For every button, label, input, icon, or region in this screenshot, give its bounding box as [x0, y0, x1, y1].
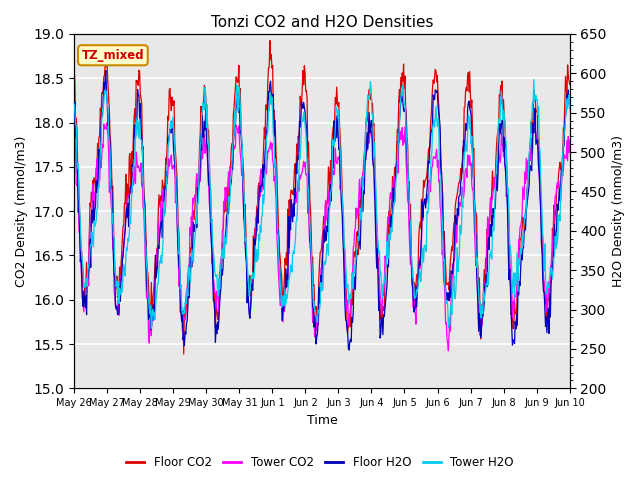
Y-axis label: H2O Density (mmol/m3): H2O Density (mmol/m3) — [612, 135, 625, 287]
Text: TZ_mixed: TZ_mixed — [81, 49, 144, 62]
Y-axis label: CO2 Density (mmol/m3): CO2 Density (mmol/m3) — [15, 135, 28, 287]
Legend: Floor CO2, Tower CO2, Floor H2O, Tower H2O: Floor CO2, Tower CO2, Floor H2O, Tower H… — [122, 452, 518, 474]
Title: Tonzi CO2 and H2O Densities: Tonzi CO2 and H2O Densities — [211, 15, 433, 30]
X-axis label: Time: Time — [307, 414, 337, 427]
